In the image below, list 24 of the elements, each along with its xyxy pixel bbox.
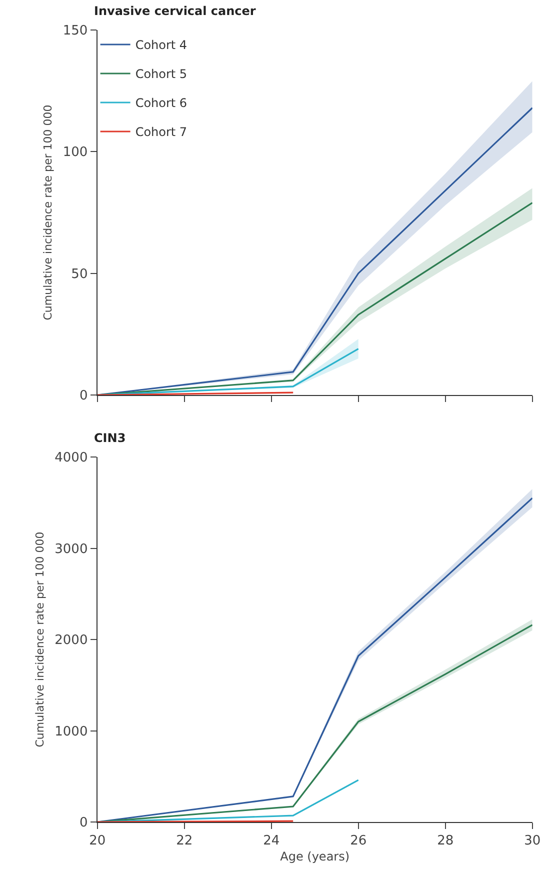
y-tick-label: 0 — [79, 388, 88, 404]
legend-label: Cohort 4 — [135, 38, 188, 52]
y-tick-label: 150 — [62, 24, 88, 39]
y-axis-title: Cumulative incidence rate per 100 000 — [33, 532, 46, 748]
x-tick-label: 28 — [437, 834, 454, 849]
y-tick-label: 100 — [62, 145, 88, 160]
y-tick-label: 1000 — [54, 724, 88, 740]
legend-label: Cohort 6 — [135, 96, 188, 110]
y-tick-label: 3000 — [54, 542, 88, 557]
legend-label: Cohort 7 — [135, 125, 188, 140]
x-tick-label: 30 — [524, 834, 541, 849]
y-tick-label: 50 — [71, 266, 88, 282]
y-tick-label: 4000 — [54, 450, 88, 466]
x-tick-label: 20 — [89, 834, 106, 849]
x-tick-label: 24 — [263, 834, 280, 849]
chart-title: Invasive cervical cancer — [94, 4, 256, 18]
legend-label: Cohort 5 — [135, 67, 188, 82]
y-axis-title: Cumulative incidence rate per 100 000 — [42, 104, 55, 320]
chart-title: CIN3 — [94, 431, 126, 445]
x-tick-label: 22 — [176, 834, 193, 849]
y-tick-label: 0 — [79, 816, 88, 831]
y-tick-label: 2000 — [54, 633, 88, 648]
x-tick-label: 26 — [350, 834, 367, 849]
x-axis-title: Age (years) — [280, 850, 350, 864]
